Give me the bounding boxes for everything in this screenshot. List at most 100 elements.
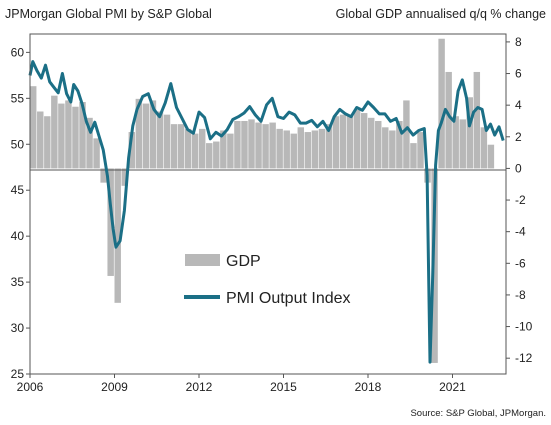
source-note: Source: S&P Global, JPMorgan.: [410, 408, 546, 419]
gdp-bar: [375, 120, 382, 169]
gdp-bar: [114, 168, 121, 303]
right-tick-label: 2: [515, 130, 522, 144]
gdp-bar: [220, 130, 227, 169]
gdp-bar: [410, 143, 417, 169]
gdp-bar: [51, 95, 58, 169]
legend-pmi-label: PMI Output Index: [226, 290, 351, 307]
gdp-bar: [403, 100, 410, 169]
right-tick-label: 4: [515, 98, 522, 112]
gdp-bar: [360, 113, 368, 169]
gdp-bar: [318, 128, 326, 169]
gdp-bar: [480, 127, 488, 169]
gdp-bar: [170, 124, 178, 169]
x-tick-label: 2012: [186, 380, 213, 394]
gdp-bar: [44, 116, 51, 169]
gdp-bar: [142, 103, 150, 169]
left-tick-label: 55: [11, 91, 25, 105]
right-tick-label: 0: [515, 161, 522, 175]
gdp-bar: [100, 168, 107, 183]
x-tick-label: 2015: [270, 380, 297, 394]
gdp-bar: [206, 143, 213, 169]
gdp-bar: [65, 100, 72, 169]
gdp-bar: [269, 122, 276, 169]
gdp-bar: [438, 38, 445, 169]
left-tick-label: 25: [11, 367, 25, 381]
gdp-bar: [417, 132, 424, 169]
gdp-bar: [297, 127, 305, 169]
gdp-bars: [30, 38, 495, 363]
gdp-bar: [389, 130, 396, 169]
left-tick-label: 35: [11, 275, 25, 289]
left-tick-label: 50: [11, 137, 25, 151]
gdp-bar: [241, 120, 248, 169]
gdp-bar: [184, 128, 192, 169]
gdp-bar: [445, 71, 452, 169]
gdp-bar: [58, 103, 65, 169]
gdp-bar: [156, 111, 164, 169]
gdp-bar: [234, 120, 241, 169]
legend-gdp-label: GDP: [226, 253, 261, 270]
gdp-bar: [431, 168, 438, 363]
gdp-bar: [135, 98, 143, 169]
gdp-bar: [466, 97, 474, 169]
pmi-line-group: [28, 60, 505, 364]
gdp-bar: [191, 133, 199, 169]
legend-gdp-swatch: [185, 254, 220, 266]
gdp-bar: [93, 138, 100, 169]
gdp-bar: [459, 119, 466, 169]
gdp-bar: [290, 133, 297, 169]
gdp-bar: [262, 124, 269, 169]
gdp-bar: [177, 124, 185, 169]
gdp-bar: [107, 168, 114, 276]
gdp-bar: [198, 128, 206, 169]
gdp-bar: [339, 114, 347, 169]
left-tick-label: 40: [11, 229, 25, 243]
gdp-bar: [72, 106, 79, 169]
x-tick-label: 2021: [439, 380, 466, 394]
gdp-bar: [353, 109, 361, 169]
gdp-bar: [311, 130, 319, 169]
right-tick-label: 6: [515, 67, 522, 81]
right-tick-label: -12: [515, 351, 533, 365]
gdp-bar: [487, 144, 495, 169]
gdp-bar: [396, 120, 403, 169]
gdp-bar: [367, 117, 375, 169]
right-tick-label: -2: [515, 193, 526, 207]
gdp-bar: [128, 132, 136, 169]
right-tick-label: -10: [515, 320, 533, 334]
right-tick-label: -6: [515, 256, 526, 270]
gdp-bar: [79, 102, 86, 169]
gdp-bar: [452, 116, 459, 169]
gdp-bar: [37, 111, 44, 169]
right-axis-title: Global GDP annualised q/q % change: [336, 7, 546, 21]
gdp-bar: [86, 117, 93, 169]
right-tick-label: -8: [515, 288, 526, 302]
x-tick-label: 2018: [355, 380, 382, 394]
axis-ticks: 25 30 35 40 45 50 55 60 -12 -10 -8 -6 -4 -2 0 2 4 6 8 2006 2…: [11, 35, 533, 394]
gdp-bar: [332, 116, 340, 169]
right-tick-label: -4: [515, 225, 526, 239]
gdp-bar: [149, 100, 157, 169]
gdp-bar: [382, 127, 389, 169]
gdp-bar: [346, 114, 354, 169]
pmi-line: [28, 60, 505, 364]
x-tick-label: 2006: [17, 380, 44, 394]
gdp-bar: [227, 133, 234, 169]
gdp-bar: [30, 86, 37, 169]
gdp-bar: [163, 114, 171, 169]
gdp-bar: [255, 122, 262, 169]
left-axis-title: JPMorgan Global PMI by S&P Global: [5, 7, 212, 21]
right-tick-label: 8: [515, 35, 522, 49]
x-tick-label: 2009: [101, 380, 128, 394]
left-tick-label: 30: [11, 321, 25, 335]
gdp-bar: [276, 128, 283, 169]
gdp-bar: [283, 130, 290, 169]
left-tick-label: 45: [11, 183, 25, 197]
gdp-bar: [248, 119, 255, 169]
gdp-bar: [304, 132, 312, 169]
gdp-bar: [473, 71, 481, 169]
left-tick-label: 60: [11, 45, 25, 59]
gdp-bar: [121, 168, 128, 186]
